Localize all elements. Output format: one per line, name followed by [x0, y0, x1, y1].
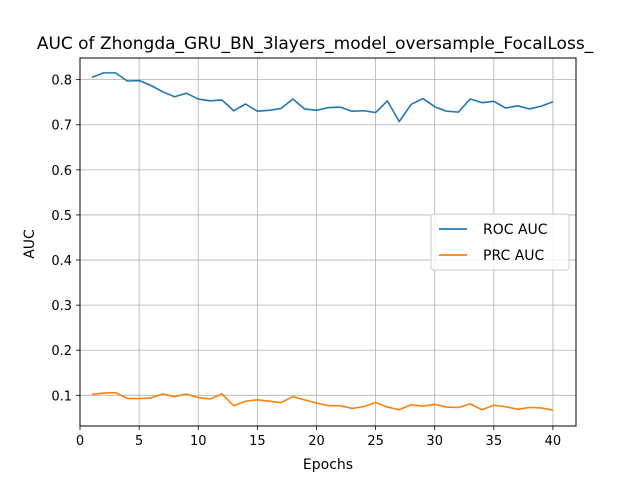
x-tick-label: 0: [76, 434, 84, 449]
y-tick-label: 0.8: [51, 74, 72, 89]
x-tick-label: 15: [249, 434, 266, 449]
y-tick-label: 0.6: [51, 164, 72, 179]
x-tick-label: 10: [190, 434, 207, 449]
x-tick-label: 30: [426, 434, 443, 449]
y-tick-label: 0.7: [51, 119, 72, 134]
x-tick-label: 5: [135, 434, 143, 449]
y-axis-label: AUC: [22, 229, 38, 259]
legend-box: [430, 213, 570, 271]
axis-ticks: 0 5 10 15 20 25 30 35 40 0.1 0.2 0.3 0.4 0.5 0.6 0.7 0.8: [51, 74, 561, 449]
x-axis-label: Epochs: [303, 457, 353, 473]
y-tick-label: 0.3: [51, 299, 72, 314]
y-tick-label: 0.2: [51, 344, 72, 359]
legend-label: PRC AUC: [483, 248, 545, 264]
x-tick-label: 25: [367, 434, 384, 449]
grid: [79, 58, 576, 426]
y-tick-label: 0.5: [51, 209, 72, 224]
series-line-0: [91, 72, 554, 123]
legend: ROC AUC PRC AUC: [430, 213, 570, 271]
y-tick-label: 0.1: [51, 389, 72, 404]
x-tick-label: 40: [545, 434, 562, 449]
plot-frame: [79, 57, 577, 427]
series-lines: [91, 72, 554, 412]
x-tick-label: 20: [308, 434, 325, 449]
legend-label: ROC AUC: [483, 222, 548, 238]
chart-title: AUC of Zhongda_GRU_BN_3layers_model_over…: [37, 34, 594, 54]
series-line-1: [91, 391, 554, 412]
y-tick-label: 0.4: [51, 254, 72, 269]
x-tick-label: 35: [486, 434, 503, 449]
